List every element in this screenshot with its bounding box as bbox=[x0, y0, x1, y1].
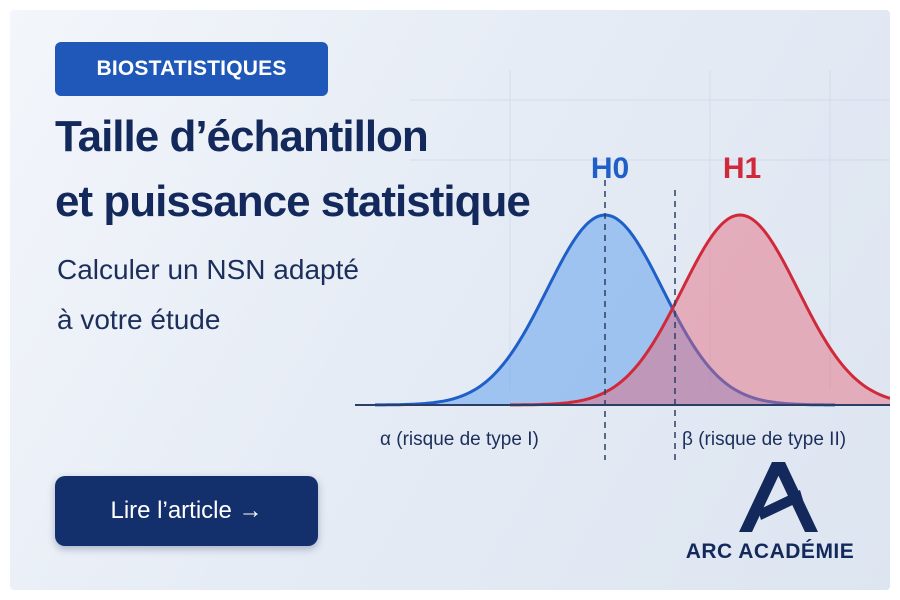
beta-label: β (risque de type II) bbox=[682, 429, 846, 450]
title-line: Taille d’échantillon bbox=[55, 112, 429, 161]
subtitle-line: Calculer un NSN adapté bbox=[57, 254, 359, 285]
subtitle-line: à votre étude bbox=[57, 304, 221, 335]
background-grid bbox=[410, 70, 890, 390]
read-article-button[interactable]: Lire l’article → bbox=[55, 476, 318, 546]
curves bbox=[375, 213, 890, 407]
curve-area bbox=[510, 215, 890, 405]
curve-line bbox=[510, 213, 890, 407]
title-line: et puissance statistique bbox=[55, 177, 531, 226]
illustration: H0 H1 α (risque de type I) β (risque de … bbox=[355, 70, 890, 532]
h1-label: H1 bbox=[723, 152, 761, 185]
logo bbox=[739, 462, 818, 532]
curve-area bbox=[375, 215, 835, 405]
category-badge: BIOSTATISTIQUES bbox=[55, 42, 328, 96]
h0-label: H0 bbox=[591, 152, 629, 185]
brand-name: ARC ACADÉMIE bbox=[685, 540, 855, 563]
alpha-label: α (risque de type I) bbox=[380, 429, 539, 450]
banner: H0 H1 α (risque de type I) β (risque de … bbox=[10, 10, 890, 590]
